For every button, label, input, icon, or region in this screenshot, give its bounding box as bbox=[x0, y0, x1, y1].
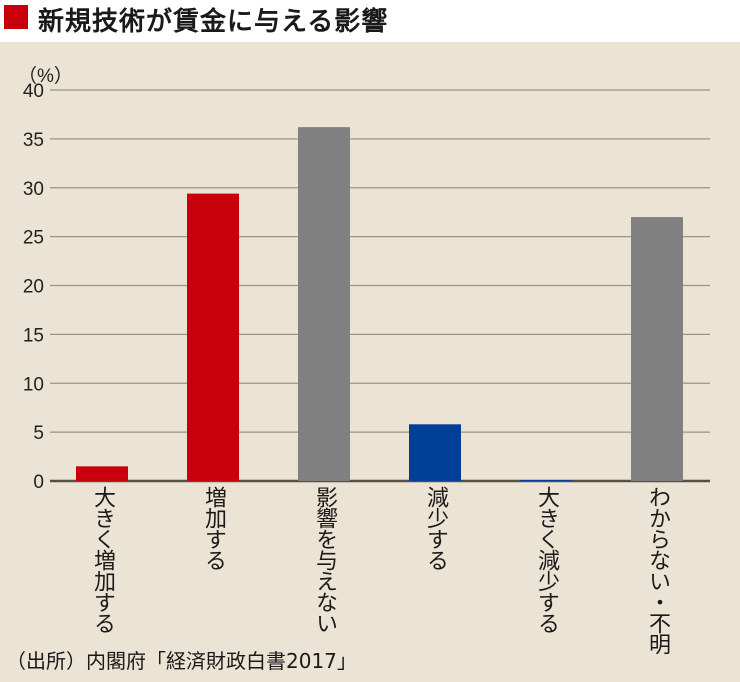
y-tick-label: 20 bbox=[23, 277, 44, 298]
y-tick-label: 5 bbox=[33, 423, 44, 444]
y-tick-label: 15 bbox=[23, 325, 44, 346]
y-tick-label: 25 bbox=[23, 228, 44, 249]
y-tick-label: 0 bbox=[33, 472, 44, 493]
title-marker bbox=[4, 5, 28, 29]
x-category-label: 影響を与えない bbox=[312, 486, 337, 633]
title-bar: 新規技術が賃金に与える影響 bbox=[0, 0, 740, 42]
bar bbox=[298, 127, 350, 482]
y-tick-label: 10 bbox=[23, 374, 44, 395]
chart-title: 新規技術が賃金に与える影響 bbox=[38, 7, 389, 37]
x-category-label: 増加する bbox=[201, 486, 226, 570]
x-category-label: 減少する bbox=[423, 486, 448, 570]
y-tick-label: 40 bbox=[23, 81, 44, 102]
bar bbox=[76, 466, 128, 481]
source-note: （出所）内閣府「経済財政白書2017」 bbox=[6, 649, 357, 673]
bar bbox=[409, 424, 461, 481]
bar bbox=[187, 193, 239, 482]
chart-panel bbox=[0, 42, 740, 682]
bar bbox=[520, 480, 572, 482]
x-category-label: 大きく減少する bbox=[534, 486, 559, 633]
bar bbox=[631, 217, 683, 481]
y-axis-unit: （%） bbox=[18, 65, 73, 87]
x-category-label: わからない・不明 bbox=[645, 486, 670, 654]
y-tick-label: 35 bbox=[23, 130, 44, 151]
x-category-label: 大きく増加する bbox=[90, 486, 115, 633]
y-tick-label: 30 bbox=[23, 179, 44, 200]
